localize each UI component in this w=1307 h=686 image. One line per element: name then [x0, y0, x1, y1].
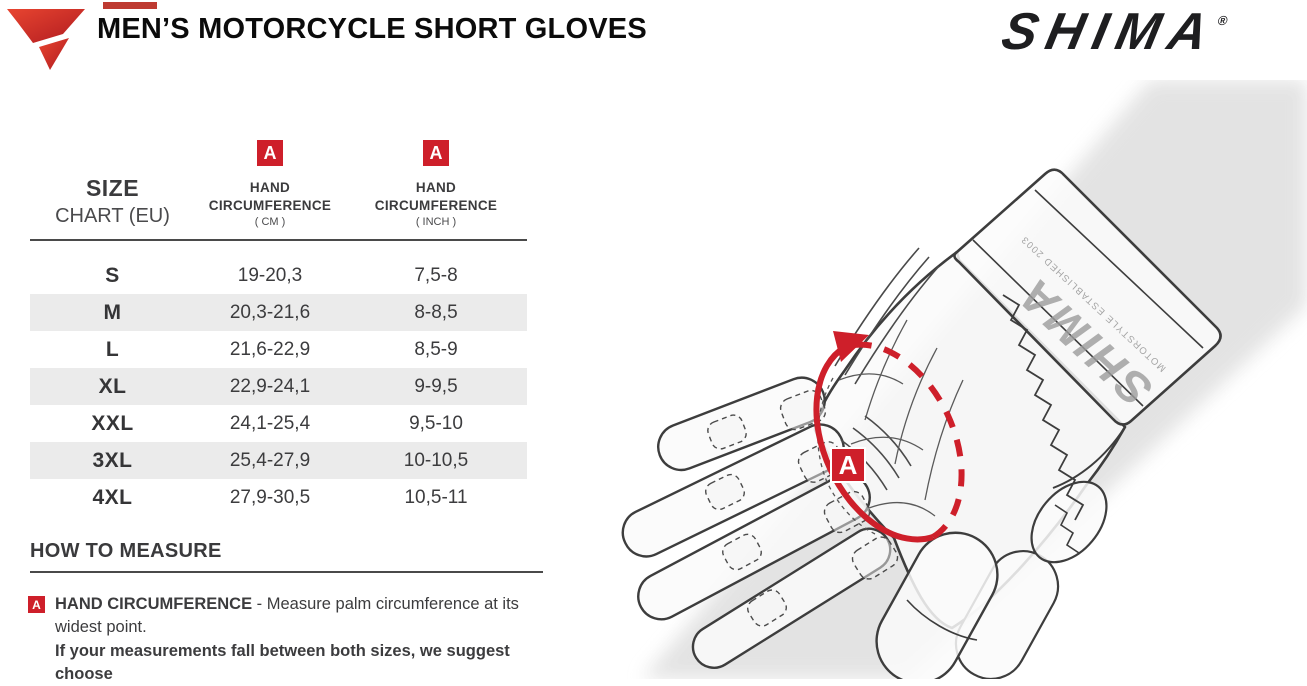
- tendon-line: [894, 347, 938, 465]
- size-cell: 4XL: [92, 485, 133, 509]
- finger-pad: [707, 414, 747, 450]
- table-row: L 21,6-22,9 8,5-9: [30, 331, 527, 368]
- page-title: MEN’S MOTORCYCLE SHORT GLOVES: [97, 13, 647, 45]
- size-chart: SIZE CHART (EU) A HAND CIRCUMFERENCE ( C…: [30, 140, 527, 516]
- glove-a-badge: [830, 447, 866, 483]
- footnote-a-badge: A: [28, 596, 45, 613]
- how-to-measure-heading: HOW TO MEASURE: [30, 540, 222, 562]
- wrist-gather-line: [844, 256, 930, 376]
- cm-cell: 19-20,3: [237, 264, 303, 286]
- size-chart-title-line2: CHART (EU): [55, 205, 170, 228]
- cm-col-unit: ( CM ): [254, 216, 286, 229]
- table-row: 3XL 25,4-27,9 10-10,5: [30, 442, 527, 480]
- inch-col-unit: ( INCH ): [415, 216, 457, 229]
- inch-cell: 10,5-11: [404, 486, 468, 508]
- cm-cell: 21,6-22,9: [229, 338, 311, 360]
- size-cell: S: [105, 263, 120, 287]
- inch-cell: 8-8,5: [414, 301, 458, 323]
- inch-cell: 7,5-8: [414, 264, 458, 286]
- stretch-piping-line: [864, 415, 912, 467]
- measure-a-badge-cm: A: [257, 140, 283, 166]
- glove-thumb: [875, 531, 999, 679]
- cm-cell: 25,4-27,9: [229, 449, 311, 471]
- size-cell: XXL: [91, 411, 134, 435]
- tendon-line: [924, 379, 964, 501]
- size-chart-title-line1: SIZE: [85, 175, 140, 202]
- cm-cell: 24,1-25,4: [229, 412, 311, 434]
- brand-wordmark: SHIMA®: [997, 3, 1283, 61]
- tendon-line: [850, 436, 924, 451]
- header-divider: [30, 239, 527, 242]
- cuff-seam-inner: [972, 239, 1144, 407]
- size-cell: XL: [98, 374, 127, 398]
- palm-heel-panel: [1030, 480, 1108, 564]
- cm-cell: 22,9-24,1: [229, 375, 311, 397]
- knuckle-pad: [851, 536, 899, 580]
- cm-col-line2: CIRCUMFERENCE: [208, 197, 332, 213]
- footnote-description: - Measure palm circumference at its wide…: [55, 595, 519, 637]
- tendon-line: [864, 319, 908, 421]
- measure-arrowhead: [833, 331, 869, 362]
- size-cell: M: [103, 300, 122, 324]
- palm-contour-dashed: [817, 377, 876, 535]
- tendon-line: [868, 502, 936, 517]
- finger-pad: [722, 533, 762, 571]
- footnote-note: If your measurements fall between both s…: [55, 642, 510, 684]
- size-chart-rows: S 19-20,3 7,5-8 M 20,3-21,6 8-8,5 L 21,6…: [30, 257, 527, 516]
- inch-cell: 10-10,5: [403, 449, 469, 471]
- how-to-measure-section: HOW TO MEASURE: [30, 540, 545, 573]
- tendon-line: [838, 373, 904, 385]
- glove-illustration: SHIMA MOTORSTYLE ESTABLISHED 2003 A: [621, 80, 1307, 679]
- knuckle-pad: [823, 490, 871, 534]
- stretch-piping-line: [852, 427, 900, 479]
- shima-shield-logo-icon: [7, 9, 85, 70]
- zigzag-stitching-small: [1054, 504, 1080, 554]
- brand-text: SHIMA®: [996, 3, 1230, 61]
- inch-col-line1: HAND: [415, 180, 457, 195]
- glove-pinky-finger: [691, 527, 892, 669]
- glove-a-badge-letter: A: [839, 450, 858, 480]
- size-chart-header-size: SIZE CHART (EU): [30, 175, 195, 228]
- zigzag-stitching: [1002, 294, 1085, 521]
- table-row: XXL 24,1-25,4 9,5-10: [30, 405, 527, 442]
- registered-mark: ®: [1216, 13, 1230, 28]
- size-cell: L: [105, 337, 120, 361]
- cuff-strap-seam: [1034, 189, 1204, 349]
- title-accent-bar: [103, 2, 157, 9]
- cm-col-line1: HAND: [249, 180, 291, 195]
- measure-footnote: A HAND CIRCUMFERENCE - Measure palm circ…: [28, 593, 548, 686]
- size-cell: 3XL: [92, 448, 133, 472]
- inch-cell: 9-9,5: [414, 375, 458, 397]
- measure-a-badge-inch: A: [423, 140, 449, 166]
- wrist-edge-line: [1052, 426, 1126, 489]
- inch-col-line2: CIRCUMFERENCE: [374, 197, 498, 213]
- table-row: M 20,3-21,6 8-8,5: [30, 294, 527, 332]
- inch-cell: 9,5-10: [409, 412, 463, 434]
- how-to-measure-divider: [30, 571, 543, 573]
- size-chart-header: SIZE CHART (EU) A HAND CIRCUMFERENCE ( C…: [30, 140, 527, 228]
- size-chart-header-cm: A HAND CIRCUMFERENCE ( CM ): [195, 140, 345, 228]
- finger-pad: [747, 589, 787, 627]
- table-row: XL 22,9-24,1 9-9,5: [30, 368, 527, 406]
- size-chart-header-inch: A HAND CIRCUMFERENCE ( INCH ): [345, 140, 527, 228]
- glove-cuff: [953, 168, 1222, 426]
- table-row: S 19-20,3 7,5-8: [30, 257, 527, 294]
- thumb-seam: [906, 599, 978, 641]
- wrist-gather-line: [854, 265, 940, 385]
- footnote-term: HAND CIRCUMFERENCE: [55, 595, 253, 613]
- cm-cell: 27,9-30,5: [229, 486, 311, 508]
- stretch-piping-line: [840, 439, 888, 491]
- cm-cell: 20,3-21,6: [229, 301, 311, 323]
- inch-cell: 8,5-9: [414, 338, 458, 360]
- table-row: 4XL 27,9-30,5 10,5-11: [30, 479, 527, 516]
- measure-ellipse-dashed: [844, 341, 965, 540]
